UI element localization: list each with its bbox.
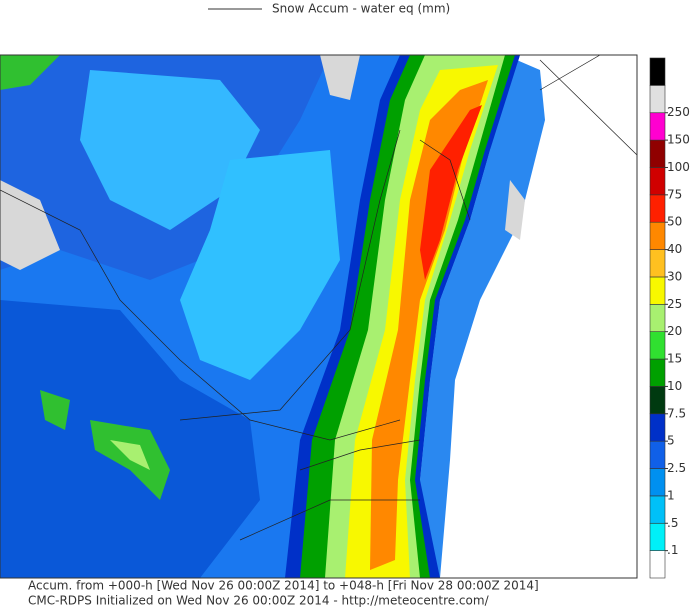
colorbar-label: 25 [667, 297, 682, 311]
colorbar-label: 20 [667, 324, 682, 338]
colorbar-swatch [649, 57, 666, 86]
map-title: Snow Accum - water eq (mm) [272, 2, 450, 16]
colorbar-label: 2.5 [667, 461, 686, 475]
colorbar-swatch [649, 331, 666, 360]
colorbar-label: 10 [667, 379, 682, 393]
colorbar-label: 75 [667, 187, 682, 201]
colorbar-swatch [649, 386, 666, 415]
colorbar-swatch [649, 550, 666, 579]
footer-line: CMC-RDPS Initialized on Wed Nov 26 00:00… [28, 594, 490, 608]
footer-line: Accum. from +000-h [Wed Nov 26 00:00Z 20… [28, 579, 539, 593]
colorbar-label: 100 [667, 160, 690, 174]
colorbar-label: .1 [667, 543, 678, 557]
colorbar-swatch [649, 468, 666, 497]
colorbar-swatch [649, 85, 666, 114]
colorbar: .1 .5 1 2.5 5 7.5 10 15 20 25 30 40 50 75 100 150 250 [649, 57, 690, 579]
colorbar-label: .5 [667, 516, 678, 530]
colorbar-swatch [649, 139, 666, 168]
colorbar-label: 15 [667, 352, 682, 366]
colorbar-swatch [649, 440, 666, 469]
map [0, 54, 638, 579]
colorbar-label: 1 [667, 488, 675, 502]
colorbar-label: 7.5 [667, 406, 686, 420]
colorbar-swatch [649, 249, 666, 278]
colorbar-label: 5 [667, 434, 675, 448]
colorbar-swatch [649, 495, 666, 524]
colorbar-label: 30 [667, 269, 682, 283]
colorbar-swatch [649, 221, 666, 250]
colorbar-label: 250 [667, 105, 690, 119]
colorbar-swatch [649, 304, 666, 332]
colorbar-swatch [649, 413, 666, 442]
colorbar-swatch [649, 358, 666, 387]
colorbar-label: 50 [667, 215, 682, 229]
colorbar-label: 40 [667, 242, 682, 256]
colorbar-swatch [649, 522, 666, 551]
colorbar-swatch [649, 194, 666, 223]
colorbar-swatch [649, 112, 666, 141]
colorbar-label: 150 [667, 133, 690, 147]
colorbar-swatch [649, 167, 666, 196]
colorbar-swatch [649, 276, 666, 305]
